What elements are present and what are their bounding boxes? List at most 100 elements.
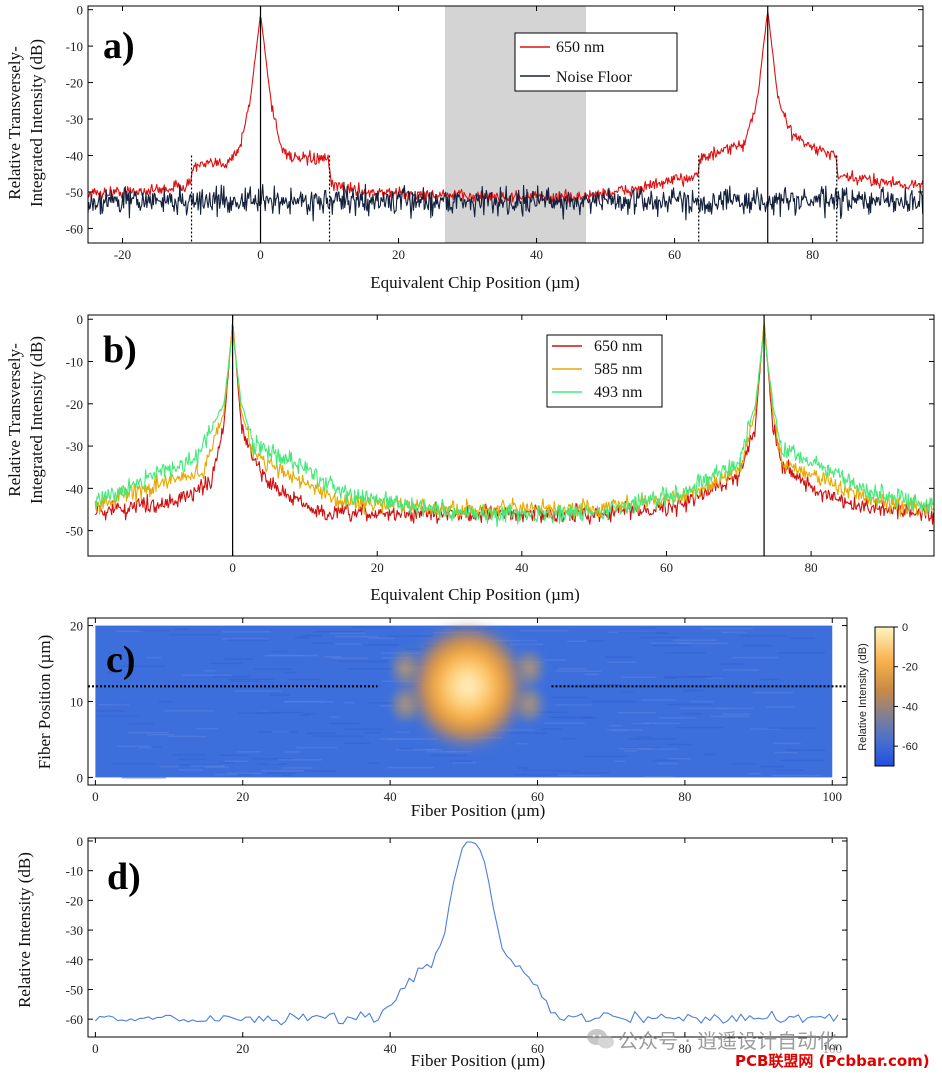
heatmap-noise [226, 772, 261, 775]
panel-d-xtick-label: 20 [236, 1041, 249, 1056]
heatmap-noise [121, 777, 166, 779]
heatmap-noise [395, 731, 410, 733]
heatmap-noise [344, 728, 384, 730]
heatmap-noise [329, 716, 340, 718]
heatmap-noise [772, 774, 821, 777]
heatmap-noise [96, 715, 139, 717]
heatmap-noise [637, 748, 679, 750]
heatmap-noise [343, 701, 355, 704]
heatmap-noise [628, 738, 677, 740]
panel-d-label: d) [107, 856, 141, 898]
heatmap-noise [258, 711, 305, 714]
heatmap-noise [667, 758, 691, 760]
panel-a-xlabel: Equivalent Chip Position (µm) [370, 273, 580, 292]
heatmap-noise [591, 700, 637, 703]
heatmap-noise [213, 676, 250, 678]
heatmap-noise [314, 630, 364, 633]
heatmap-noise [219, 754, 248, 756]
heatmap-noise [335, 643, 362, 645]
panel-b-vlines [232, 315, 765, 556]
heatmap-noise [387, 766, 434, 769]
panel-b-series-585-nm [94, 323, 934, 521]
heatmap-noise [688, 675, 726, 678]
heatmap-noise [405, 648, 430, 651]
heatmap-noise [452, 761, 477, 764]
heatmap-noise [665, 652, 707, 654]
heatmap-noise [269, 694, 290, 696]
panel-c-ticks: 0 20 40 60 80 100 0 10 20 [70, 618, 847, 804]
heatmap-noise [233, 690, 282, 692]
heatmap-noise [163, 710, 214, 712]
legend-box [514, 32, 678, 92]
heatmap-noise [718, 663, 744, 665]
heatmap-noise [343, 742, 371, 745]
heatmap-noise [730, 763, 756, 765]
heatmap-noise [190, 765, 225, 767]
heatmap-noise [399, 748, 425, 750]
heatmap-noise [721, 631, 747, 634]
heatmap-noise [129, 685, 166, 687]
heatmap-noise [147, 734, 175, 736]
panel-d-ytick-label: -10 [66, 864, 83, 879]
heatmap-noise [306, 732, 336, 735]
panel-a-ytick-label: -10 [66, 39, 83, 54]
heatmap-noise [760, 678, 780, 681]
panel-d-xtick-label: 80 [678, 1041, 691, 1056]
heatmap-noise [748, 772, 762, 775]
panel-c-xtick-label: 100 [823, 789, 843, 804]
heatmap-noise [722, 669, 759, 671]
heatmap-noise [221, 638, 269, 640]
heatmap-noise [227, 639, 270, 641]
heatmap-noise [237, 751, 262, 753]
colorbar-tick-label: 0 [902, 622, 908, 634]
heatmap-noise [551, 696, 589, 699]
heatmap-noise [288, 678, 320, 681]
panel-c: 0 20 40 60 80 100 0 10 20 c) Fiber Position (µm)… [35, 617, 918, 820]
heatmap-noise [561, 738, 577, 740]
heatmap-noise [510, 732, 547, 734]
heatmap-noise [641, 699, 676, 701]
colorbar: 0 -20 -40 -60 Relative Intensity (dB) [857, 622, 918, 767]
heatmap-noise [313, 735, 363, 737]
heatmap-spot [407, 622, 528, 751]
heatmap-noise [632, 723, 651, 725]
heatmap-noise [271, 731, 290, 733]
heatmap-noise [607, 684, 622, 686]
heatmap-noise [425, 750, 456, 753]
heatmap-noise [294, 636, 310, 639]
panel-b-legend: 650 nm 585 nm 493 nm [546, 334, 663, 408]
heatmap-noise [116, 630, 144, 633]
heatmap-noise [178, 769, 203, 771]
panel-a-ytick-label: -60 [66, 221, 83, 236]
panel-c-label: c) [106, 639, 136, 681]
heatmap-noise [526, 711, 568, 713]
heatmap-noise [158, 701, 174, 703]
panel-a-label: a) [103, 25, 135, 67]
panel-a-xtick-label: 60 [668, 247, 681, 262]
legend-650nm: 650 nm [594, 338, 643, 355]
panel-a-xtick-label: 20 [392, 247, 405, 262]
panel-d-ytick-label: -60 [66, 1012, 83, 1027]
heatmap-noise [742, 644, 773, 647]
heatmap-noise [604, 656, 632, 658]
panel-a: -20 0 20 40 60 80 0 -10 -20 -30 -40 -50 -60 a) 650 n… [5, 3, 924, 292]
panel-d-ylabel: Relative Intensity (dB) [15, 852, 34, 1008]
panel-b-series-493-nm [94, 333, 934, 528]
heatmap-noise [304, 712, 316, 715]
colorbar-ticks: 0 -20 -40 -60 [894, 622, 918, 753]
heatmap-noise [780, 759, 825, 762]
heatmap-noise [379, 738, 424, 740]
heatmap-noise [227, 678, 275, 680]
panel-c-ylabel: Fiber Position (µm) [35, 635, 54, 769]
heatmap-noise [324, 656, 342, 658]
heatmap-noise [703, 627, 753, 630]
heatmap-noise [98, 704, 130, 706]
heatmap-noise [252, 758, 293, 760]
heatmap-noise [738, 635, 788, 637]
panel-b-series [94, 322, 934, 528]
heatmap-noise [774, 751, 798, 754]
panel-a-ticks: -20 0 20 40 60 80 0 -10 -20 -30 -40 -50 -60 [66, 3, 923, 262]
panel-d-series [95, 841, 839, 1026]
